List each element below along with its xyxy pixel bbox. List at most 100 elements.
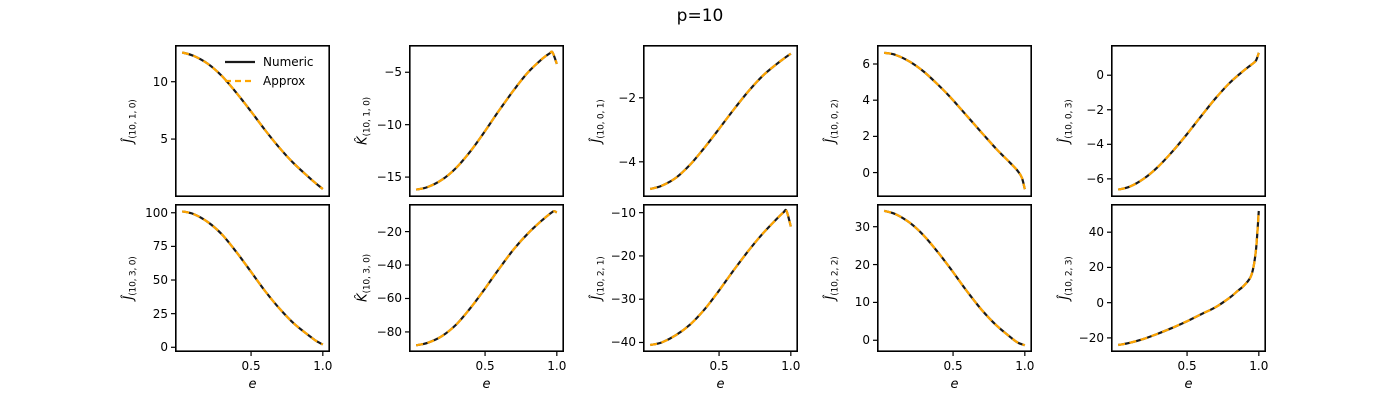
x-tick-label: 0.5 bbox=[943, 359, 963, 373]
numeric-line bbox=[1117, 210, 1260, 347]
dashed-line-swatch bbox=[225, 79, 255, 82]
legend-label: Approx bbox=[263, 73, 306, 88]
numeric-line bbox=[649, 208, 792, 347]
plot-border bbox=[409, 204, 564, 352]
y-axis-label: Ĵ(10, 2, 2) bbox=[823, 256, 841, 300]
y-tick-label: −20 bbox=[610, 248, 636, 263]
approx-line bbox=[649, 52, 792, 191]
y-axis-label-subscript: (10, 0, 1) bbox=[596, 99, 607, 139]
y-tick-label: −10 bbox=[610, 205, 636, 220]
y-axis-label: Ĵ(10, 3, 0) bbox=[121, 256, 139, 300]
x-tick-label: 0.5 bbox=[709, 359, 729, 373]
x-tick-label: 0.5 bbox=[475, 359, 495, 373]
y-axis-label-symbol: Ĵ bbox=[823, 295, 839, 300]
y-axis-label: Ĵ(10, 0, 1) bbox=[590, 99, 607, 142]
y-axis-label: K̂(10, 3, 0) bbox=[355, 254, 373, 302]
subplot-axes bbox=[639, 45, 798, 197]
approx-line bbox=[415, 50, 558, 191]
y-tick-label: 4 bbox=[862, 93, 870, 108]
x-tick-label: 1.0 bbox=[781, 359, 801, 373]
y-axis-label-symbol: Ĵ bbox=[121, 138, 137, 143]
y-axis-label: Ĵ(10, 1, 0) bbox=[121, 99, 139, 143]
y-tick-label: −30 bbox=[610, 292, 636, 307]
approx-line bbox=[181, 51, 324, 190]
approx-line bbox=[415, 210, 558, 347]
approx-line bbox=[181, 210, 324, 346]
plot-border bbox=[175, 45, 330, 197]
subplot-axes bbox=[405, 45, 564, 197]
subplot-axes bbox=[1107, 45, 1266, 197]
x-axis-label: e bbox=[716, 377, 725, 392]
approx-line bbox=[884, 51, 1026, 190]
numeric-line bbox=[649, 52, 792, 191]
plot-border bbox=[1111, 45, 1266, 197]
plot-border bbox=[1111, 204, 1266, 352]
subplot-axes bbox=[873, 204, 1032, 356]
y-tick-label: −40 bbox=[376, 258, 402, 273]
y-tick-label: 0 bbox=[862, 333, 870, 348]
subplot-axes bbox=[1107, 204, 1266, 356]
y-tick-label: 100 bbox=[145, 205, 168, 220]
y-tick-label: 30 bbox=[854, 219, 870, 234]
y-tick-label: −4 bbox=[1086, 137, 1104, 152]
numeric-line bbox=[1117, 52, 1260, 191]
plot-border bbox=[877, 45, 1032, 197]
x-axis-label: e bbox=[950, 377, 959, 392]
y-axis-label-subscript: (10, 3, 0) bbox=[362, 254, 373, 294]
subplot-axes bbox=[171, 204, 330, 356]
y-tick-label: 0 bbox=[1096, 68, 1104, 83]
y-tick-label: −2 bbox=[1086, 102, 1104, 117]
y-tick-label: −10 bbox=[376, 117, 402, 132]
y-axis-label-symbol: Ĵ bbox=[589, 295, 605, 300]
y-tick-label: −40 bbox=[610, 335, 636, 350]
y-tick-label: 0 bbox=[1096, 295, 1104, 310]
subplot-axes bbox=[873, 45, 1032, 197]
y-tick-label: −60 bbox=[376, 291, 402, 306]
x-axis-label: e bbox=[248, 377, 257, 392]
x-tick-label: 1.0 bbox=[1249, 359, 1269, 373]
approx-line bbox=[1117, 52, 1260, 191]
y-tick-label: 40 bbox=[1088, 225, 1104, 240]
legend: Numeric Approx bbox=[225, 52, 314, 90]
y-axis-label-symbol: Ĵ bbox=[121, 295, 137, 300]
numeric-line bbox=[884, 51, 1026, 190]
y-axis-label-subscript: (10, 2, 2) bbox=[830, 256, 841, 296]
y-axis-label-subscript: (10, 0, 2) bbox=[830, 99, 841, 139]
y-axis-label-subscript: (10, 1, 0) bbox=[362, 97, 373, 137]
y-tick-label: −4 bbox=[618, 154, 636, 169]
y-axis-label-subscript: (10, 2, 3) bbox=[1064, 256, 1075, 296]
x-tick-label: 0.5 bbox=[241, 359, 261, 373]
y-tick-label: −2 bbox=[618, 90, 636, 105]
x-axis-label: e bbox=[482, 377, 491, 392]
y-tick-label: −6 bbox=[1086, 171, 1104, 186]
y-axis-label-symbol: K̂ bbox=[355, 136, 371, 145]
y-tick-label: 10 bbox=[152, 74, 168, 89]
y-tick-label: −20 bbox=[1078, 330, 1104, 345]
y-axis-label-subscript: (10, 3, 0) bbox=[128, 256, 139, 296]
legend-item: Approx bbox=[225, 71, 314, 90]
x-axis-label: e bbox=[1184, 377, 1193, 392]
x-tick-label: 0.5 bbox=[1177, 359, 1197, 373]
numeric-line bbox=[415, 50, 558, 191]
y-tick-label: 2 bbox=[862, 129, 870, 144]
y-axis-label-subscript: (10, 0, 3) bbox=[1064, 99, 1075, 139]
y-tick-label: 0 bbox=[160, 340, 168, 355]
legend-label: Numeric bbox=[263, 54, 314, 69]
x-tick-label: 1.0 bbox=[313, 359, 333, 373]
x-tick-label: 1.0 bbox=[547, 359, 567, 373]
y-tick-label: 5 bbox=[160, 132, 168, 147]
plot-border bbox=[175, 204, 330, 352]
y-axis-label: Ĵ(10, 0, 2) bbox=[824, 99, 841, 142]
numeric-line bbox=[181, 210, 324, 346]
y-tick-label: 75 bbox=[152, 239, 168, 254]
plot-border bbox=[877, 204, 1032, 352]
y-axis-label: Ĵ(10, 0, 3) bbox=[1058, 99, 1075, 142]
y-axis-label-subscript: (10, 2, 1) bbox=[596, 256, 607, 296]
y-axis-label-subscript: (10, 1, 0) bbox=[128, 99, 139, 139]
y-axis-label-symbol: K̂ bbox=[355, 293, 371, 302]
y-tick-label: 20 bbox=[1088, 260, 1104, 275]
plot-border bbox=[643, 45, 798, 197]
y-tick-label: 0 bbox=[862, 165, 870, 180]
y-tick-label: −15 bbox=[376, 170, 402, 185]
